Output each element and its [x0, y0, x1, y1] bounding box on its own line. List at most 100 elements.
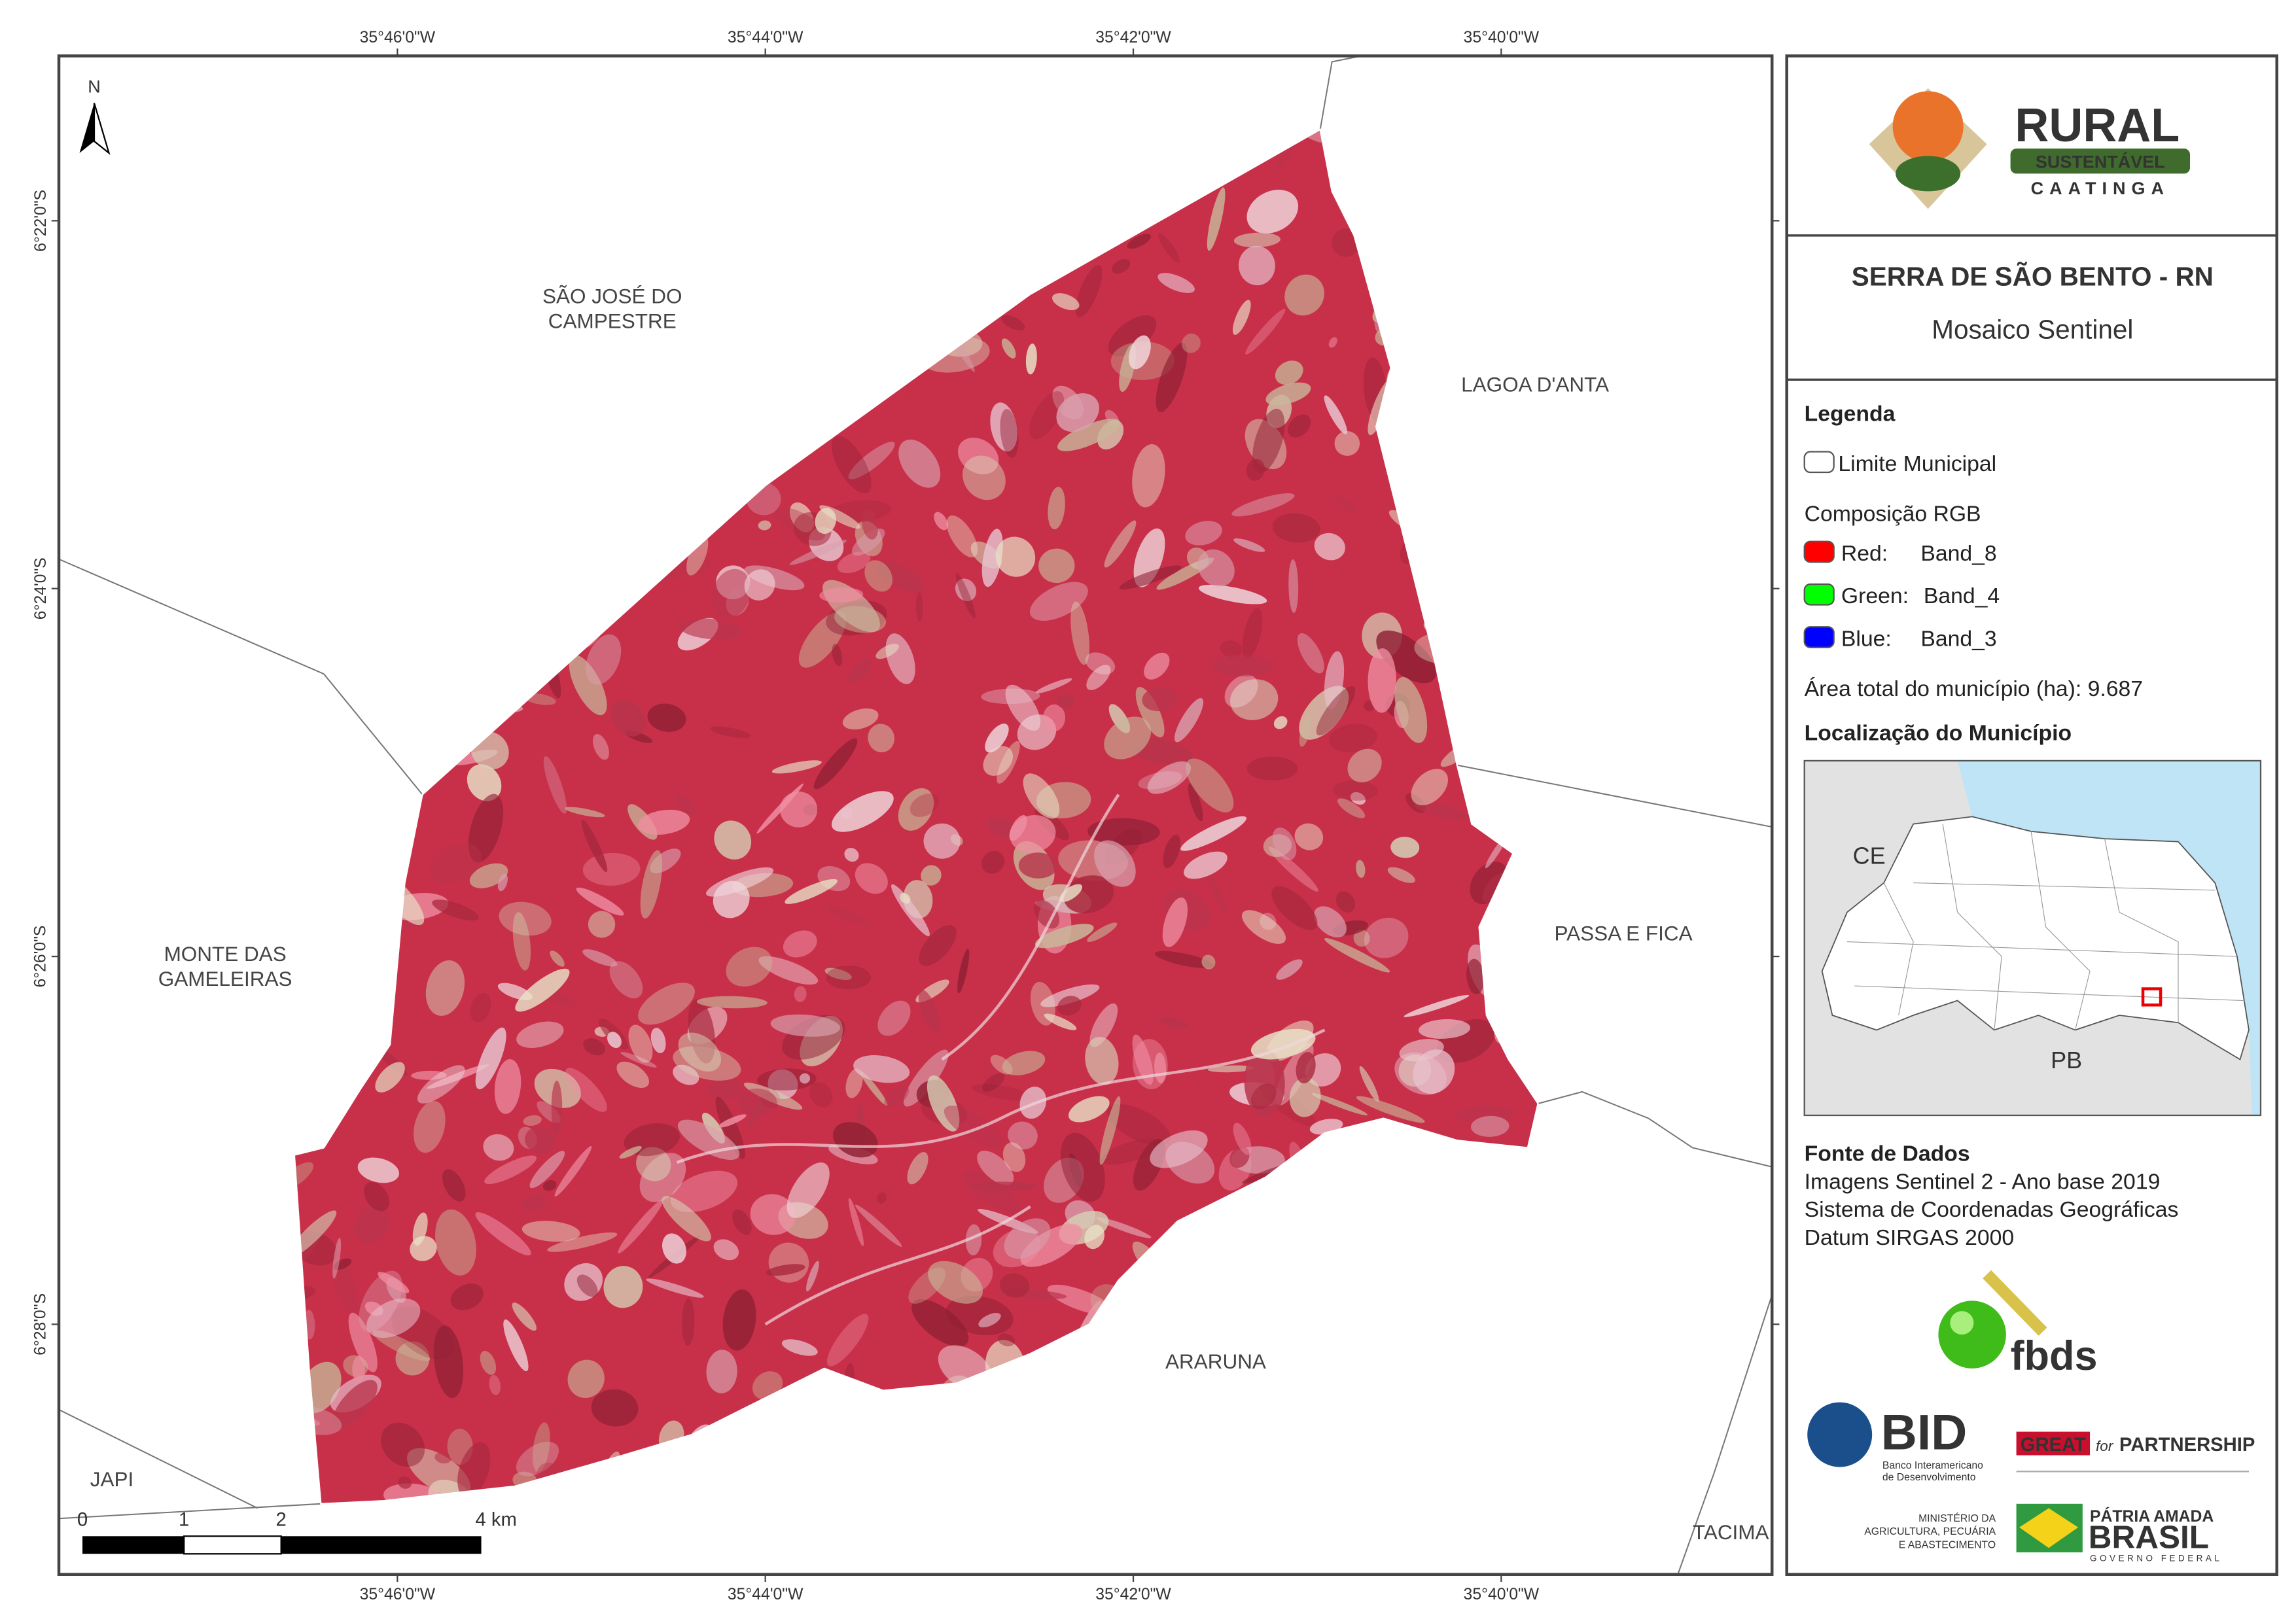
texture-patch [1387, 867, 1415, 883]
texture-patch [1265, 382, 1311, 406]
texture-patch [1466, 958, 1485, 995]
texture-patch [770, 1014, 841, 1037]
texture-patch [1002, 1051, 1046, 1075]
texture-patch [467, 764, 502, 801]
texture-patch [1282, 129, 1332, 143]
texture-patch [1197, 549, 1235, 587]
texture-patch [783, 930, 817, 958]
texture-patch [662, 1196, 711, 1242]
texture-patch [640, 850, 663, 919]
texture-patch [826, 966, 872, 990]
texture-patch [581, 819, 608, 872]
texture-patch [908, 1267, 946, 1304]
texture-patch [997, 741, 1020, 784]
texture-patch [1288, 414, 1311, 438]
texture-patch [1250, 1083, 1277, 1109]
texture-patch [884, 1085, 910, 1108]
texture-patch [489, 1374, 501, 1395]
texture-patch [809, 1081, 833, 1108]
coord-label: 35°40'0"W [1464, 1586, 1540, 1603]
texture-patch [832, 644, 843, 667]
texture-patch [1128, 335, 1151, 370]
texture-patch [981, 529, 1003, 587]
texture-patch [1182, 333, 1201, 353]
texture-patch [576, 887, 624, 916]
texture-patch [900, 892, 911, 904]
texture-patch [1334, 431, 1360, 456]
legend-bands: Red: Band_8 Green: Band_4 Blue: Band_3 [1803, 540, 2000, 651]
texture-patch [1296, 1052, 1316, 1084]
texture-patch [860, 1071, 888, 1106]
texture-patch [1156, 342, 1188, 412]
texture-patch [903, 1049, 949, 1107]
ministry-text: E ABASTECIMENTO [1899, 1539, 1996, 1550]
texture-patch [771, 760, 822, 774]
texture-patch [1047, 1284, 1114, 1316]
texture-patch [1332, 228, 1360, 257]
texture-patch [1089, 1003, 1118, 1047]
texture-patch [603, 1266, 643, 1308]
texture-patch [427, 1064, 489, 1089]
texture-patch [798, 611, 847, 668]
scale-label: 0 [77, 1510, 88, 1531]
texture-patch [636, 1147, 671, 1181]
texture-patch [855, 1204, 902, 1247]
scale-segment [281, 1536, 482, 1554]
texture-patch [1333, 495, 1358, 514]
texture-patch [990, 402, 1017, 452]
source-line: Datum SIRGAS 2000 [1805, 1225, 2014, 1250]
texture-patch [569, 655, 607, 716]
texture-patch [1042, 704, 1066, 732]
texture-patch [962, 1170, 1022, 1214]
texture-patch [1328, 337, 1337, 348]
texture-patch [1099, 1096, 1121, 1165]
legend-swatch [1803, 583, 1835, 606]
texture-patch [1034, 924, 1094, 949]
texture-patch [1048, 487, 1065, 530]
texture-patch [1246, 459, 1265, 481]
texture-patch [516, 1441, 559, 1476]
texture-patch [1056, 393, 1099, 432]
texture-patch [853, 1055, 910, 1083]
place-label: GAMELEIRAS [158, 967, 292, 990]
texture-patch [1233, 1123, 1252, 1155]
coord-label: 35°46'0"W [360, 1586, 436, 1603]
texture-patch [543, 756, 567, 814]
texture-patch [609, 961, 643, 999]
texture-patch [819, 587, 864, 602]
texture-patch [718, 1114, 747, 1128]
texture-patch [1020, 1223, 1082, 1267]
texture-patch [1324, 395, 1347, 434]
texture-patch [521, 1221, 580, 1242]
texture-patch [679, 618, 742, 640]
texture-patch [1070, 601, 1089, 665]
texture-patch [983, 746, 1014, 776]
texture-patch [963, 455, 1006, 500]
map-frame [57, 54, 1774, 1577]
texture-patch [999, 1273, 1030, 1298]
texture-patch [662, 1233, 686, 1264]
texture-patch [1239, 245, 1275, 286]
fbds-text: fbds [2011, 1333, 2098, 1379]
texture-patch [410, 1236, 437, 1261]
texture-patch [848, 442, 895, 480]
texture-patch [1268, 846, 1318, 892]
texture-patch [1008, 1121, 1038, 1150]
bid-caption: de Desenvolvimento [1882, 1472, 1976, 1483]
texture-patch [1252, 408, 1285, 474]
texture-patch [848, 1198, 864, 1247]
texture-patch [1328, 724, 1377, 753]
texture-patch [357, 1157, 399, 1183]
texture-patch [366, 1298, 421, 1338]
great-text: for [2096, 1438, 2114, 1454]
texture-patch [919, 925, 957, 966]
texture-patch [997, 1333, 1016, 1347]
texture-patch [995, 536, 1036, 577]
texture-patch [711, 568, 751, 619]
texture-patch [789, 540, 847, 565]
texture-patch [1418, 1019, 1471, 1039]
arrow-half [79, 103, 94, 153]
texture-patch [944, 1106, 1004, 1148]
drainage [676, 794, 1326, 1326]
texture-patch [583, 1038, 605, 1056]
